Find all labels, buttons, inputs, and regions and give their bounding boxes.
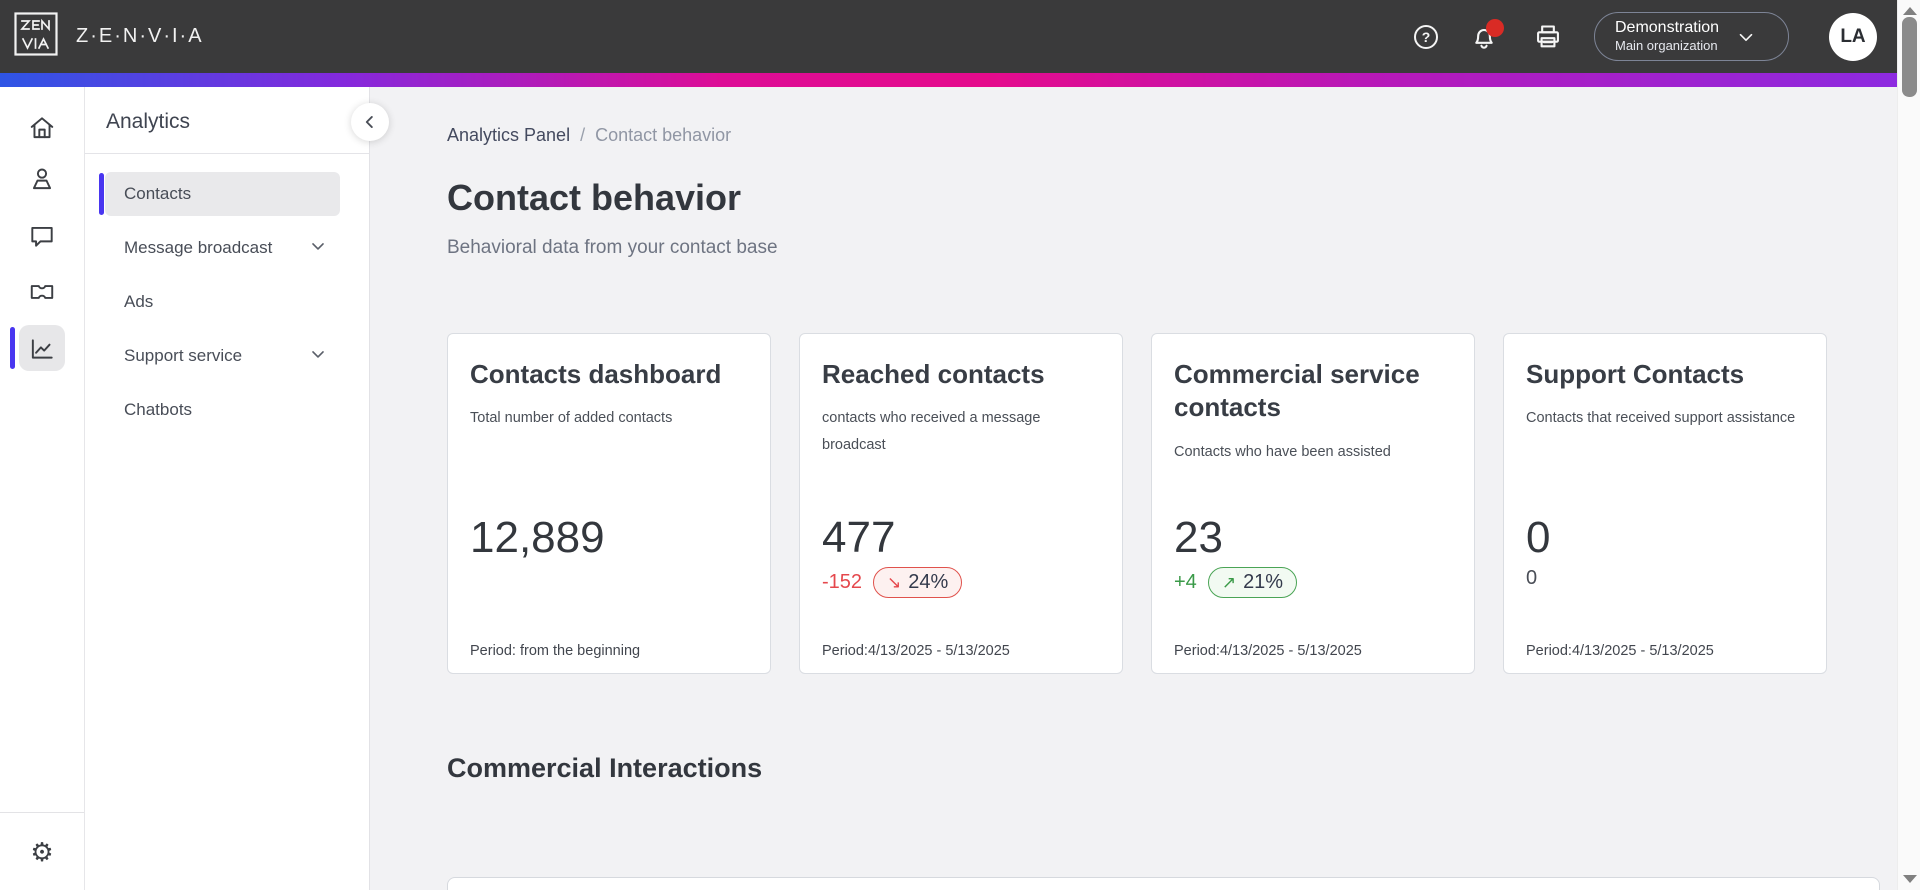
rail-item-conversations[interactable] (0, 222, 84, 250)
print-button[interactable] (1528, 17, 1568, 57)
card-description: Total number of added contacts (470, 410, 673, 427)
delta-value: -152 (822, 571, 863, 593)
card-title: Contacts dashboard (470, 359, 722, 389)
rail-active-indicator (10, 327, 15, 369)
card-title: Commercial service contacts (1174, 359, 1420, 423)
page-subtitle: Behavioral data from your contact base (447, 237, 778, 258)
card-value: 0 (1526, 513, 1551, 562)
analytics-panel: Analytics Contacts Message broadcast Ads… (85, 87, 370, 890)
card-trend-row: -152 ↘ 24% (822, 567, 963, 598)
home-icon (30, 117, 54, 139)
help-icon: ? (1414, 24, 1438, 49)
bell-icon (1475, 28, 1493, 49)
breadcrumb-current: Contact behavior (595, 125, 732, 145)
gear-icon: ⚙ (30, 837, 54, 867)
trend-percent: 21% (1243, 571, 1284, 593)
card-value: 23 (1174, 513, 1223, 562)
chevron-down-icon (308, 236, 328, 261)
delta-value: +4 (1174, 571, 1197, 593)
card-value: 477 (822, 513, 896, 562)
menu-item-label: Ads (124, 292, 154, 311)
organization-name: Demonstration (1615, 19, 1720, 37)
rail-item-tickets[interactable] (0, 278, 84, 306)
ticket-icon (30, 285, 54, 299)
menu-item-contacts[interactable]: Contacts (99, 172, 340, 216)
menu-item-chatbots[interactable]: Chatbots (105, 388, 340, 432)
trend-up-icon: ↗ (1221, 573, 1237, 592)
breadcrumb-separator: / (580, 125, 586, 145)
chart-icon (31, 339, 53, 359)
stat-card-reached-contacts: Reached contacts contacts who received a… (799, 333, 1123, 674)
delta-value: 0 (1526, 567, 1538, 589)
card-trend-row: +4 ↗ 21% (1174, 567, 1298, 598)
rail-item-contacts[interactable] (0, 165, 84, 193)
user-avatar[interactable]: LA (1829, 12, 1877, 61)
card-title: Reached contacts (822, 359, 1045, 389)
accent-gradient-bar (0, 73, 1897, 87)
card-description: Contacts that received support assistanc… (1526, 410, 1796, 427)
brand-wordmark: Z·E·N·V·I·A (76, 25, 204, 47)
panel-menu: Contacts Message broadcast Ads Support s… (99, 172, 340, 442)
card-period: Period: from the beginning (470, 643, 641, 659)
vertical-scrollbar (1897, 0, 1920, 890)
trend-percent: 24% (908, 571, 949, 593)
trend-badge: ↗ 21% (1207, 567, 1298, 598)
menu-item-label: Support service (124, 346, 243, 365)
card-description: Contacts who have been assisted (1174, 443, 1391, 460)
menu-item-label: Contacts (124, 184, 192, 203)
help-button[interactable]: ? (1406, 17, 1446, 57)
panel-collapse-button[interactable] (351, 103, 389, 141)
rail-item-settings[interactable]: ⚙ (0, 839, 84, 865)
panel-divider (85, 153, 369, 154)
rail-divider (0, 812, 84, 813)
scroll-up-button[interactable] (1903, 7, 1917, 15)
section-title-commercial-interactions: Commercial Interactions (447, 753, 763, 783)
card-period: Period:4/13/2025 - 5/13/2025 (822, 643, 1010, 659)
stat-card-contacts-dashboard: Contacts dashboard Total number of added… (447, 333, 771, 674)
printer-icon (1537, 24, 1559, 47)
rail-item-analytics[interactable] (0, 335, 84, 363)
trend-down-icon: ↘ (887, 573, 902, 592)
card-title: Support Contacts (1526, 359, 1745, 389)
main-content: Analytics Panel / Contact behavior Conta… (370, 87, 1897, 890)
commercial-interactions-card (447, 877, 1880, 890)
stat-card-support-contacts: Support Contacts Contacts that received … (1503, 333, 1827, 674)
card-period: Period:4/13/2025 - 5/13/2025 (1526, 643, 1714, 659)
menu-item-label: Chatbots (124, 400, 193, 419)
topbar: Z·E·N·V·I·A ? Demonstration Main organiz… (0, 0, 1897, 73)
person-icon (32, 168, 52, 190)
card-description: contacts who received a message broadcas… (822, 410, 1041, 454)
breadcrumb-parent-link[interactable]: Analytics Panel (447, 125, 571, 145)
organization-type: Main organization (1615, 38, 1718, 54)
organization-switcher[interactable]: Demonstration Main organization (1594, 12, 1789, 61)
panel-title: Analytics (106, 110, 191, 133)
menu-item-ads[interactable]: Ads (105, 280, 340, 324)
chat-icon (31, 226, 53, 247)
card-trend-row: 0 (1526, 567, 1537, 590)
stat-cards-row: Contacts dashboard Total number of added… (447, 333, 1827, 674)
notifications-button[interactable] (1464, 17, 1504, 57)
trend-badge: ↘ 24% (873, 567, 963, 598)
menu-item-label: Message broadcast (124, 238, 273, 257)
scrollbar-thumb[interactable] (1902, 17, 1917, 97)
stat-card-commercial-service-contacts: Commercial service contacts Contacts who… (1151, 333, 1475, 674)
notification-badge (1486, 18, 1504, 37)
card-period: Period:4/13/2025 - 5/13/2025 (1174, 643, 1362, 659)
chevron-down-icon (308, 344, 328, 369)
card-value: 12,889 (470, 513, 605, 562)
menu-item-message-broadcast[interactable]: Message broadcast (105, 226, 340, 270)
brand: Z·E·N·V·I·A (14, 12, 204, 61)
zenvia-logo-icon (14, 12, 58, 61)
breadcrumb: Analytics Panel / Contact behavior (447, 125, 731, 146)
chevron-down-icon (1739, 33, 1753, 41)
icon-rail: ⚙ (0, 87, 85, 890)
page-title: Contact behavior (447, 177, 742, 218)
menu-item-support-service[interactable]: Support service (105, 334, 340, 378)
active-item-indicator (99, 173, 104, 215)
rail-item-home[interactable] (0, 114, 84, 142)
scroll-down-button[interactable] (1903, 875, 1917, 883)
chevron-left-icon (365, 116, 373, 128)
